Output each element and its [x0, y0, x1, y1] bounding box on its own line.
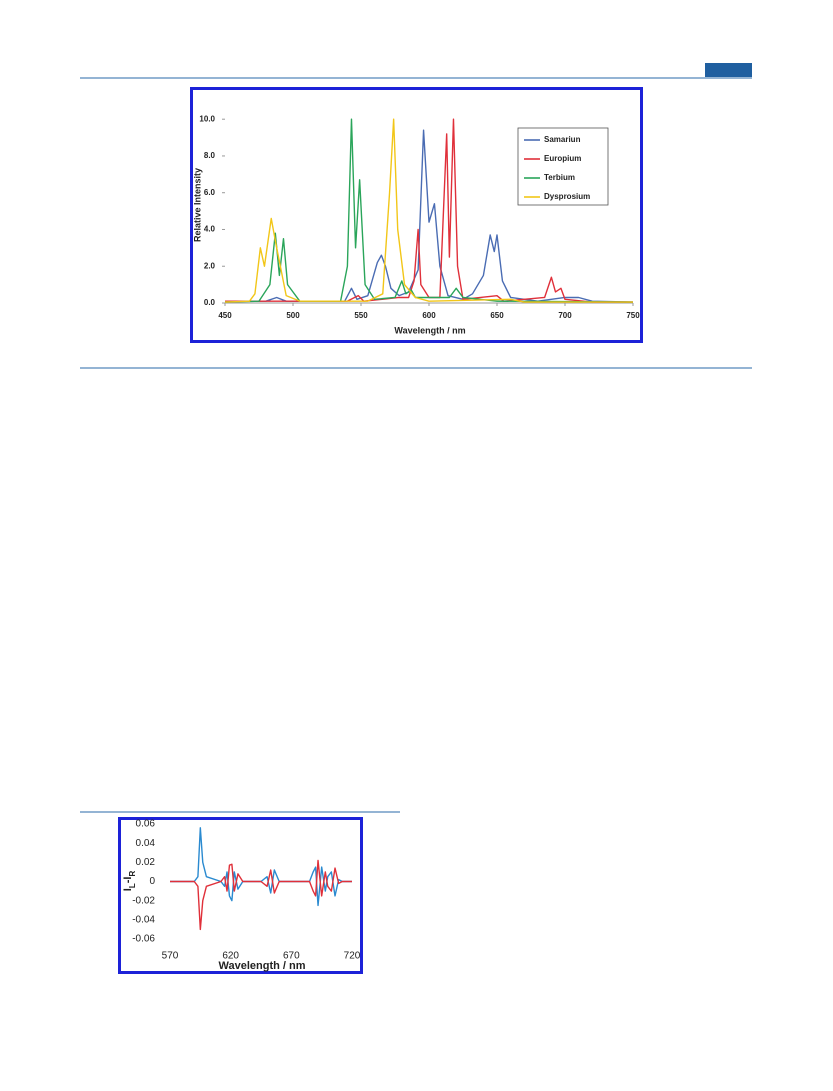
y-tick-label: -0.06 [132, 934, 155, 945]
series-line [170, 827, 352, 907]
header-tab [705, 63, 752, 77]
y-axis-title-part: R [128, 871, 137, 877]
y-tick-label: 0.04 [136, 838, 156, 849]
y-tick-label: 0 [149, 876, 155, 887]
series-line [225, 129, 634, 303]
legend-label: Terbium [544, 173, 575, 182]
figure-frame [190, 87, 643, 343]
x-tick-label: 750 [626, 311, 640, 320]
y-tick-label: 8.0 [204, 151, 216, 160]
x-axis-title: Wavelength / nm [394, 325, 465, 335]
y-tick-label: -0.04 [132, 914, 155, 925]
y-tick-label: 10.0 [199, 114, 215, 123]
legend-label: Dysprosium [544, 192, 590, 201]
y-axis-title: Relative Intensity [192, 168, 202, 242]
x-tick-label: 720 [344, 951, 361, 962]
y-tick-label: 0.0 [204, 298, 216, 307]
x-tick-label: 650 [490, 311, 504, 320]
figure-frame [118, 817, 363, 974]
x-tick-label: 500 [286, 311, 300, 320]
series-line [224, 118, 634, 303]
x-tick-label: 550 [354, 311, 368, 320]
x-tick-label: 670 [283, 951, 300, 962]
series-line [224, 118, 633, 303]
x-tick-label: 450 [218, 311, 232, 320]
y-axis-title-part: I [122, 888, 134, 891]
y-axis-title: IL-IR [122, 871, 137, 892]
x-axis-title: Wavelength / nm [219, 960, 306, 972]
legend-label: Samariun [544, 135, 581, 144]
legend-box [517, 127, 609, 206]
series-line [225, 118, 633, 303]
y-axis-title-part: -I [122, 877, 134, 884]
y-tick-label: 0.06 [136, 819, 156, 830]
y-axis-title-part: L [128, 883, 137, 888]
x-tick-label: 570 [162, 951, 179, 962]
x-tick-label: 620 [222, 951, 239, 962]
x-tick-label: 600 [422, 311, 436, 320]
y-tick-label: 6.0 [204, 188, 216, 197]
x-tick-label: 700 [558, 311, 572, 320]
y-tick-label: 0.02 [136, 857, 156, 868]
y-tick-label: 4.0 [204, 225, 216, 234]
legend-label: Europium [544, 154, 581, 163]
y-tick-label: -0.02 [132, 895, 155, 906]
y-tick-label: 2.0 [204, 261, 216, 270]
series-line [170, 859, 352, 931]
